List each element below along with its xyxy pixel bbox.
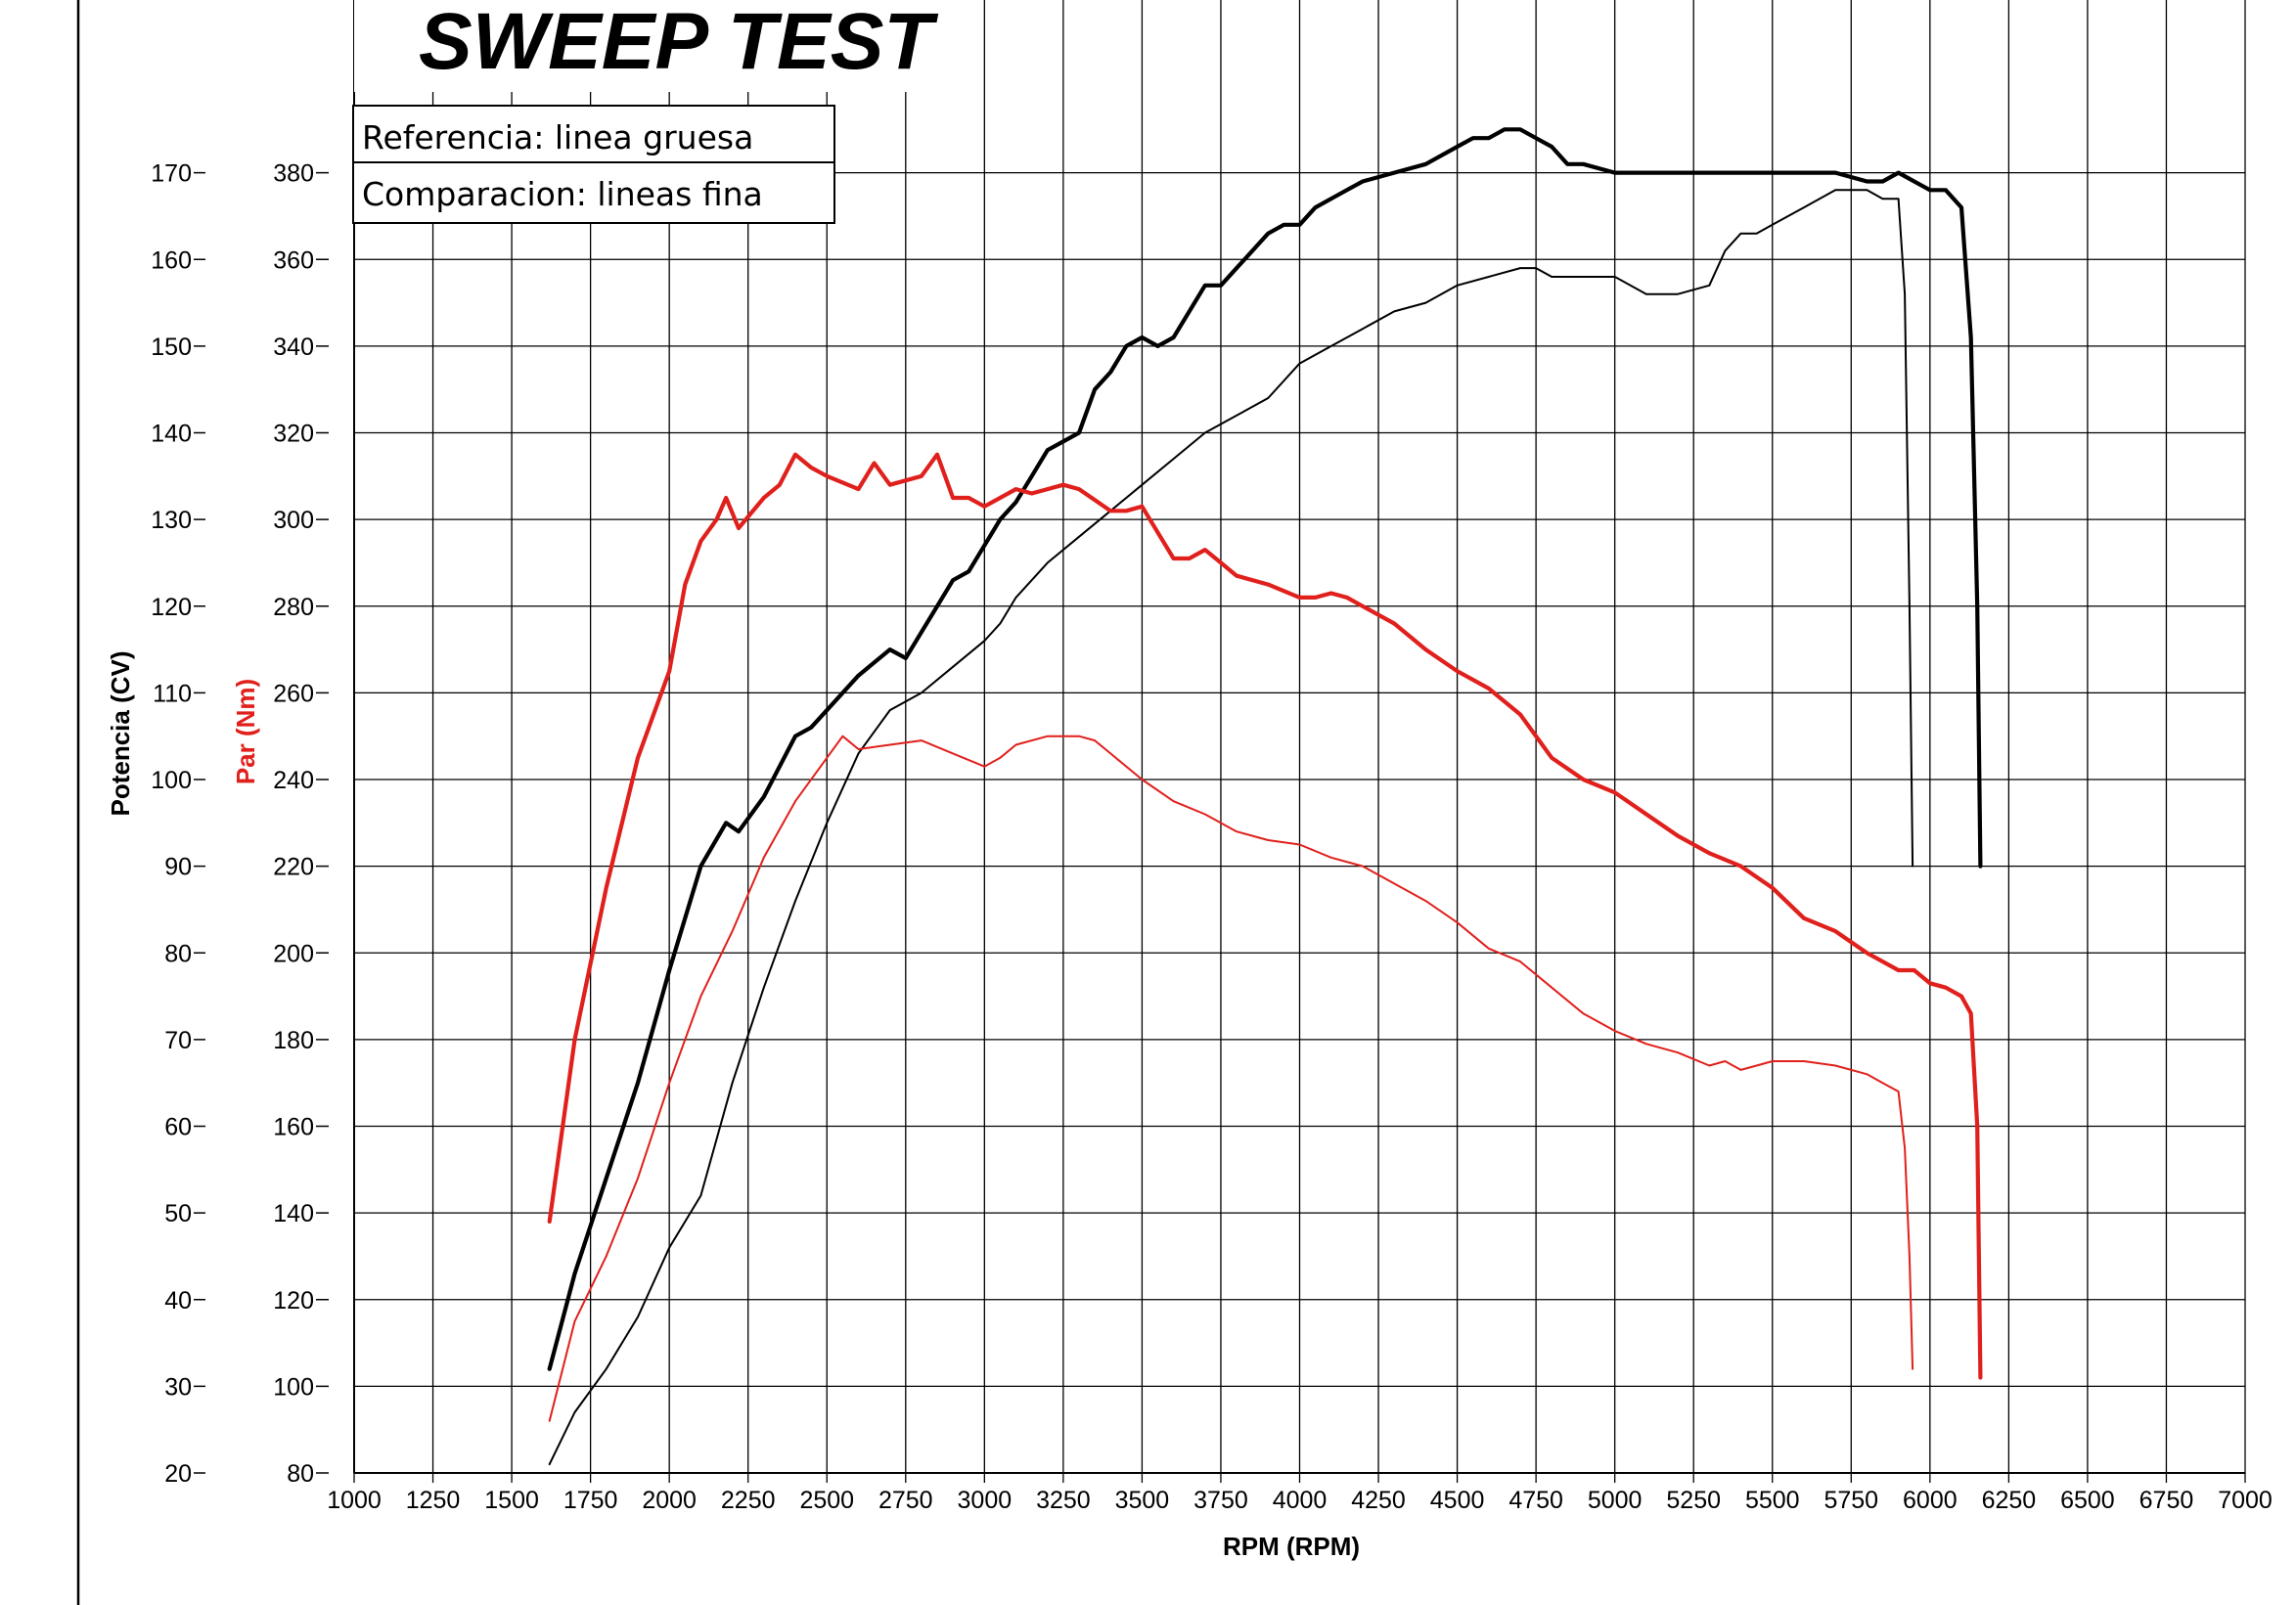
power-tick-label: 100	[151, 767, 192, 794]
torque-tick-label: 100	[273, 1373, 314, 1401]
x-tick-label: 6250	[1982, 1487, 2037, 1514]
x-axis-label: RPM (RPM)	[1223, 1532, 1360, 1561]
x-tick-label: 6000	[1903, 1487, 1958, 1514]
power-axis-label: Potencia (CV)	[106, 650, 135, 816]
x-tick-label: 7000	[2218, 1487, 2273, 1514]
x-tick-label: 4750	[1508, 1487, 1563, 1514]
x-tick-label: 5000	[1588, 1487, 1643, 1514]
power-tick-label: 30	[164, 1373, 192, 1401]
x-tick-label: 1750	[563, 1487, 618, 1514]
x-tick-label: 3000	[958, 1487, 1013, 1514]
x-tick-label: 3250	[1036, 1487, 1091, 1514]
torque-tick-label: 80	[287, 1460, 314, 1488]
x-tick-label: 1250	[406, 1487, 461, 1514]
power-tick-label: 40	[164, 1287, 192, 1315]
torque-tick-label: 320	[273, 421, 314, 448]
power-tick-label: 80	[164, 940, 192, 967]
torque-axis-ticks: 80 100 120 140 160 180 200 220 240 260 280 300 320 34…	[273, 160, 329, 1488]
torque-tick-label: 200	[273, 940, 314, 967]
x-tick-label: 2500	[799, 1487, 854, 1514]
torque-thin-line	[548, 735, 1914, 1422]
x-tick-label: 4000	[1273, 1487, 1328, 1514]
power-tick-label: 130	[151, 507, 192, 534]
torque-tick-label: 160	[273, 1114, 314, 1141]
x-tick-label: 2250	[721, 1487, 776, 1514]
x-tick-label: 1500	[484, 1487, 539, 1514]
x-tick-label: 3500	[1115, 1487, 1170, 1514]
torque-tick-label: 120	[273, 1287, 314, 1315]
power-tick-label: 120	[151, 594, 192, 621]
x-tick-label: 1000	[327, 1487, 382, 1514]
power-tick-label: 170	[151, 160, 192, 188]
x-tick-label: 5500	[1745, 1487, 1800, 1514]
title-backdrop	[354, 0, 965, 92]
power-tick-label: 20	[164, 1460, 192, 1488]
chart-title: SWEEP TEST	[419, 0, 938, 86]
power-tick-label: 110	[153, 680, 192, 707]
x-tick-label: 5750	[1823, 1487, 1878, 1514]
torque-thick-line	[547, 452, 1983, 1380]
power-tick-label: 140	[151, 421, 192, 448]
legend-backdrop	[352, 105, 835, 224]
x-tick-label: 5250	[1666, 1487, 1721, 1514]
power-axis-ticks: 20 30 40 50 60 70 80 90 100 110 120 130 140 150 160 170	[151, 160, 205, 1488]
power-tick-label: 50	[164, 1200, 192, 1227]
legend-box: Referencia: linea gruesa Comparacion: li…	[352, 105, 835, 224]
legend-item-comparison: Comparacion: lineas fina	[362, 175, 763, 213]
torque-tick-label: 220	[273, 854, 314, 881]
torque-tick-label: 360	[273, 246, 314, 274]
torque-tick-label: 180	[273, 1027, 314, 1054]
series-lines	[547, 127, 1983, 1466]
power-thick-line	[547, 127, 1983, 1371]
legend-item-reference: Referencia: linea gruesa	[362, 118, 753, 156]
torque-tick-label: 300	[273, 507, 314, 534]
power-tick-label: 70	[164, 1027, 192, 1054]
torque-tick-label: 240	[273, 767, 314, 794]
x-tick-label: 6500	[2060, 1487, 2115, 1514]
power-tick-label: 150	[151, 334, 192, 361]
torque-tick-label: 140	[273, 1200, 314, 1227]
power-thin-line	[548, 189, 1914, 1466]
x-tick-label: 2000	[642, 1487, 697, 1514]
x-tick-label: 3750	[1193, 1487, 1248, 1514]
torque-tick-label: 280	[273, 594, 314, 621]
power-tick-label: 60	[164, 1114, 192, 1141]
torque-tick-label: 260	[273, 680, 314, 707]
torque-axis-label: Par (Nm)	[231, 679, 260, 784]
power-tick-label: 160	[151, 246, 192, 274]
power-tick-label: 90	[164, 854, 192, 881]
x-tick-label: 2750	[878, 1487, 933, 1514]
grid	[353, 0, 2246, 1474]
x-tick-label: 4250	[1351, 1487, 1406, 1514]
x-tick-label: 6750	[2139, 1487, 2194, 1514]
torque-tick-label: 380	[273, 160, 314, 188]
x-tick-label: 4500	[1430, 1487, 1485, 1514]
torque-tick-label: 340	[273, 334, 314, 361]
x-axis-ticks: 1000 1250 1500 1750 2000 2250 2500 2750 3000 3250…	[327, 1473, 2273, 1514]
